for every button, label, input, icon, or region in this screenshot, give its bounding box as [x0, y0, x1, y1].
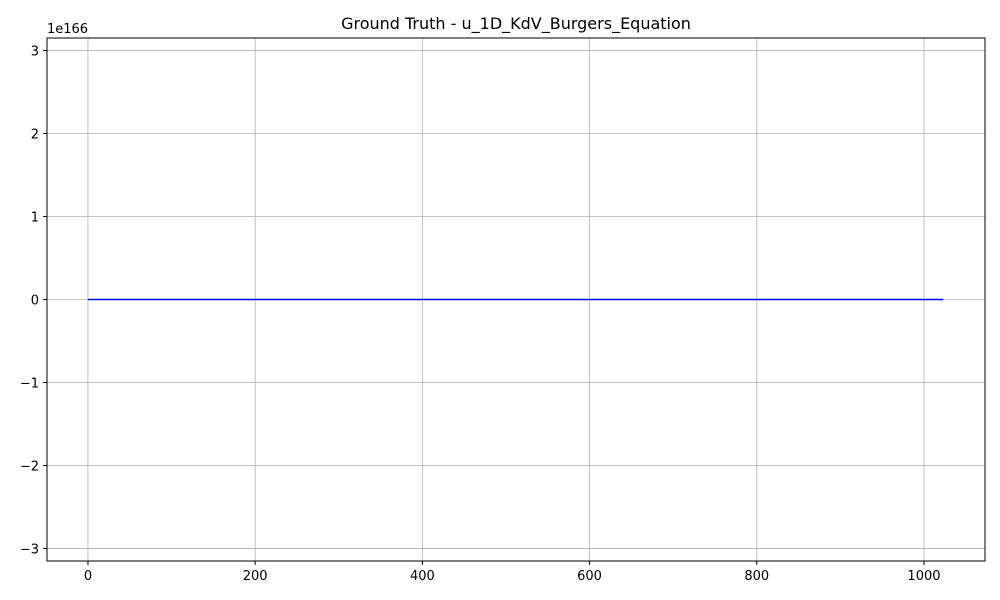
x-tick-label: 400 [410, 569, 435, 584]
x-tick-label: 600 [577, 569, 602, 584]
x-tick-label: 800 [744, 569, 769, 584]
y-tick-label: 2 [31, 127, 39, 142]
y-tick-label: −3 [20, 543, 39, 558]
ticks: 0 200 400 600 800 1000 −3 −2 −1 0 1 2 3 [20, 44, 941, 584]
x-tick-label: 0 [84, 569, 92, 584]
y-offset-label: 1e166 [47, 22, 88, 37]
x-tick-label: 1000 [907, 569, 940, 584]
x-tick-label: 200 [243, 569, 268, 584]
y-tick-label: 0 [31, 294, 39, 309]
y-tick-label: −1 [20, 377, 39, 392]
y-tick-label: 3 [31, 44, 39, 59]
y-tick-label: −2 [20, 460, 39, 475]
y-tick-label: 1 [31, 210, 39, 225]
chart-title: Ground Truth - u_1D_KdV_Burgers_Equation [341, 14, 691, 34]
